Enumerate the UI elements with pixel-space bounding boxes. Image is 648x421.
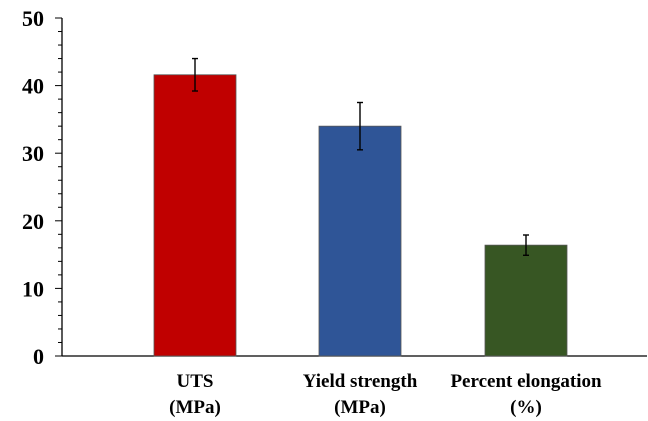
y-tick-label: 30 xyxy=(22,141,44,166)
y-axis-ticks: 0 10 20 30 40 50 xyxy=(22,6,62,369)
x-category-label-line: Percent elongation xyxy=(450,371,602,392)
x-category-label-line: (MPa) xyxy=(334,397,386,418)
error-bar xyxy=(357,101,363,151)
bar xyxy=(153,74,237,357)
bar xyxy=(318,125,402,357)
y-tick-label: 20 xyxy=(22,209,44,234)
x-category-label: UTS (MPa) xyxy=(169,371,221,418)
x-category-label-line: UTS xyxy=(177,371,214,392)
bar xyxy=(484,244,568,357)
x-category-label: Percent elongation (%) xyxy=(450,371,602,418)
y-tick-label: 50 xyxy=(22,6,44,31)
x-category-label-line: Yield strength xyxy=(303,371,418,392)
error-bar xyxy=(523,234,529,256)
x-category-label: Yield strength (MPa) xyxy=(303,371,418,418)
y-tick-label: 0 xyxy=(33,344,44,369)
error-bar xyxy=(192,57,198,92)
bars xyxy=(153,74,568,357)
error-bars xyxy=(192,57,529,256)
x-axis-labels: UTS (MPa) Yield strength (MPa) Percent elong… xyxy=(169,371,602,418)
y-tick-label: 40 xyxy=(22,74,44,99)
x-category-label-line: (MPa) xyxy=(169,397,221,418)
x-category-label-line: (%) xyxy=(510,397,542,418)
y-tick-label: 10 xyxy=(22,276,44,301)
